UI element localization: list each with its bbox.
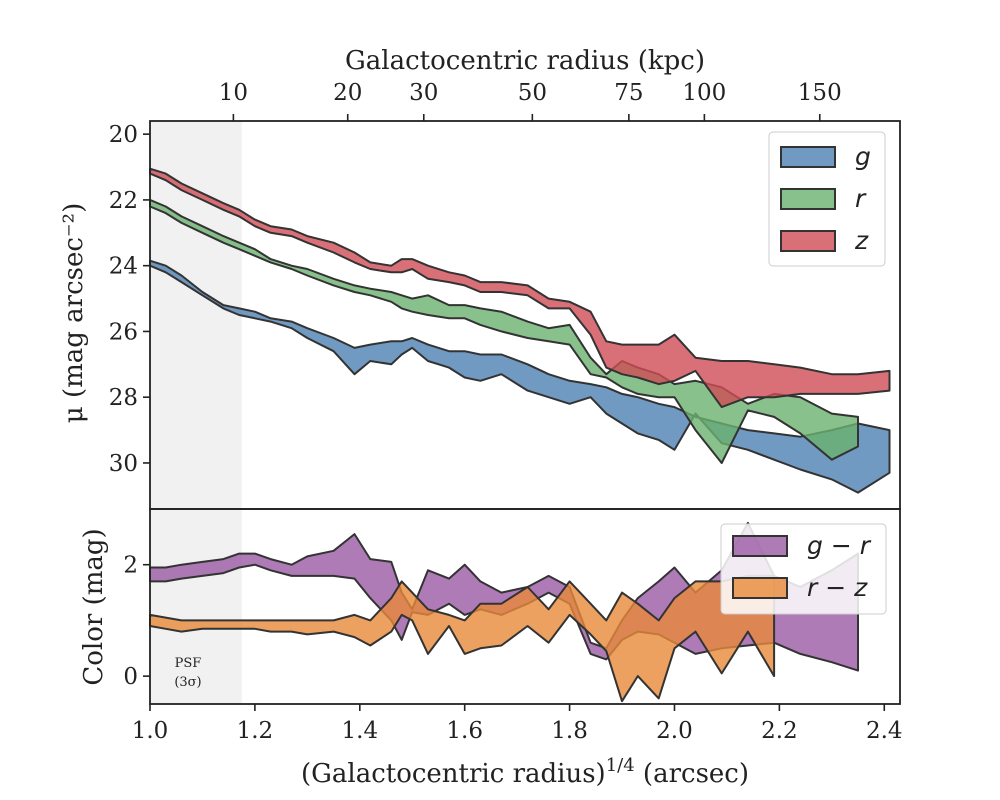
legend-bottom: g − r r − z — [720, 523, 887, 615]
legend-swatch — [780, 146, 836, 168]
top-x-tick-label: 150 — [798, 80, 842, 106]
psf-region-bottom — [150, 509, 242, 704]
legend-swatch — [780, 230, 836, 252]
psf-label: PSF — [175, 656, 202, 671]
legend-swatch — [732, 577, 788, 599]
x-tick-label: 1.6 — [446, 718, 483, 744]
band-rz — [149, 574, 776, 703]
top-x-axis-label: Galactocentric radius (kpc) — [345, 46, 705, 76]
x-label-superscript: 1/4 — [606, 755, 635, 776]
band-g — [149, 259, 891, 494]
legend-label: g — [855, 142, 871, 171]
legend-swatch — [732, 535, 788, 557]
x-tick-label: 2.0 — [656, 718, 693, 744]
color-areas — [149, 521, 859, 703]
top-x-tick-label: 30 — [409, 80, 438, 106]
bottom-panel-frame — [149, 508, 901, 705]
x-tick-label: 2.2 — [761, 718, 798, 744]
y-tick-label-top: 24 — [109, 254, 138, 280]
y-tick-label-bottom: 2 — [123, 553, 138, 579]
top-x-tick-label: 20 — [333, 80, 362, 106]
axis-ticks: 20 22 24 26 28 30 10 20 30 50 75 100 150 0 2 1.0 1.2 1.4 1… — [109, 80, 903, 744]
top-x-tick-label: 50 — [518, 80, 547, 106]
y-tick-label-top: 28 — [109, 385, 138, 411]
legend-top: grz — [768, 131, 886, 267]
x-tick-label: 1.4 — [342, 718, 379, 744]
x-label-main: (Galactocentric radius) — [301, 759, 606, 789]
legend-label: g − r — [807, 531, 872, 560]
y-tick-label-top: 20 — [109, 122, 138, 148]
y-tick-label-bottom: 0 — [123, 664, 138, 690]
top-x-tick-label: 75 — [614, 80, 643, 106]
top-x-tick-label: 10 — [219, 80, 248, 106]
bottom-y-axis-label: Color (mag) — [79, 528, 109, 685]
x-tick-label: 1.2 — [237, 718, 274, 744]
y-tick-label-top: 22 — [109, 188, 138, 214]
x-tick-label: 1.0 — [132, 718, 169, 744]
legend-label: z — [854, 226, 869, 255]
y-tick-label-top: 30 — [109, 451, 138, 477]
legend-label: r — [855, 184, 867, 213]
y-tick-label-top: 26 — [109, 319, 138, 345]
psf-region-top — [150, 121, 242, 509]
legend-label: r − z — [807, 573, 868, 602]
surface-brightness-areas — [149, 167, 891, 494]
band-r — [149, 198, 859, 464]
bottom-x-axis-label: (Galactocentric radius)1/4 (arcsec) — [301, 755, 749, 789]
x-label-unit: (arcsec) — [635, 759, 749, 789]
x-tick-label: 2.4 — [866, 718, 903, 744]
top-x-tick-label: 100 — [682, 80, 726, 106]
legend-swatch — [780, 188, 836, 210]
band-z — [149, 167, 891, 409]
top-y-axis-label: μ (mag arcsec⁻²) — [59, 203, 89, 423]
psf-sigma-label: (3σ) — [174, 675, 201, 690]
x-tick-label: 1.8 — [551, 718, 588, 744]
